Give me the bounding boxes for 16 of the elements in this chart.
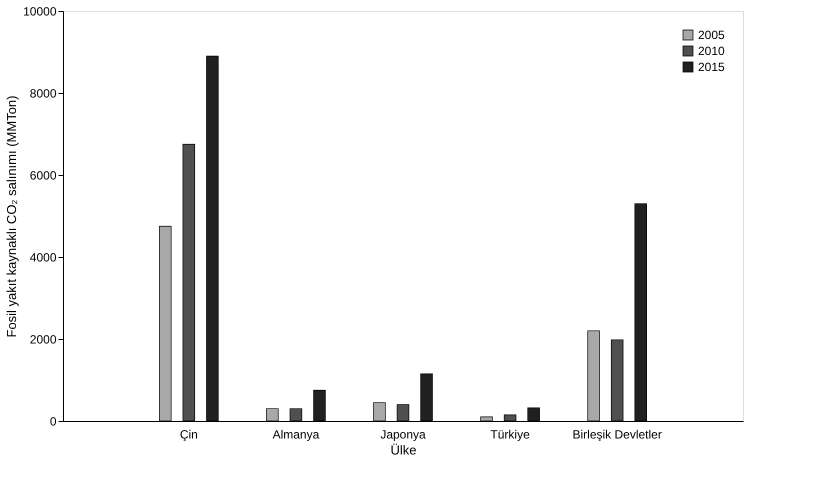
x-tick-label: Birleşik Devletler	[572, 428, 662, 442]
x-tick-label: Japonya	[380, 428, 426, 442]
y-tick-label: 8000	[30, 86, 57, 100]
legend-label: 2005	[698, 28, 726, 42]
y-tick-label: 0	[50, 414, 57, 428]
x-axis-title: Ülke	[390, 442, 417, 458]
y-tick-label: 2000	[30, 332, 57, 346]
x-tick-label: Almanya	[272, 428, 320, 442]
x-tick-label: Çin	[180, 428, 198, 442]
y-tick-label: 6000	[30, 168, 57, 182]
y-tick-label: 10000	[23, 4, 57, 18]
y-axis-title: Fosil yakıt kaynaklı CO₂ salınımı (MMTon)	[4, 96, 20, 338]
x-tick-label: Türkiye	[490, 428, 530, 442]
y-tick-label: 4000	[30, 250, 57, 264]
legend-label: 2010	[698, 44, 726, 58]
legend-label: 2015	[698, 60, 726, 74]
